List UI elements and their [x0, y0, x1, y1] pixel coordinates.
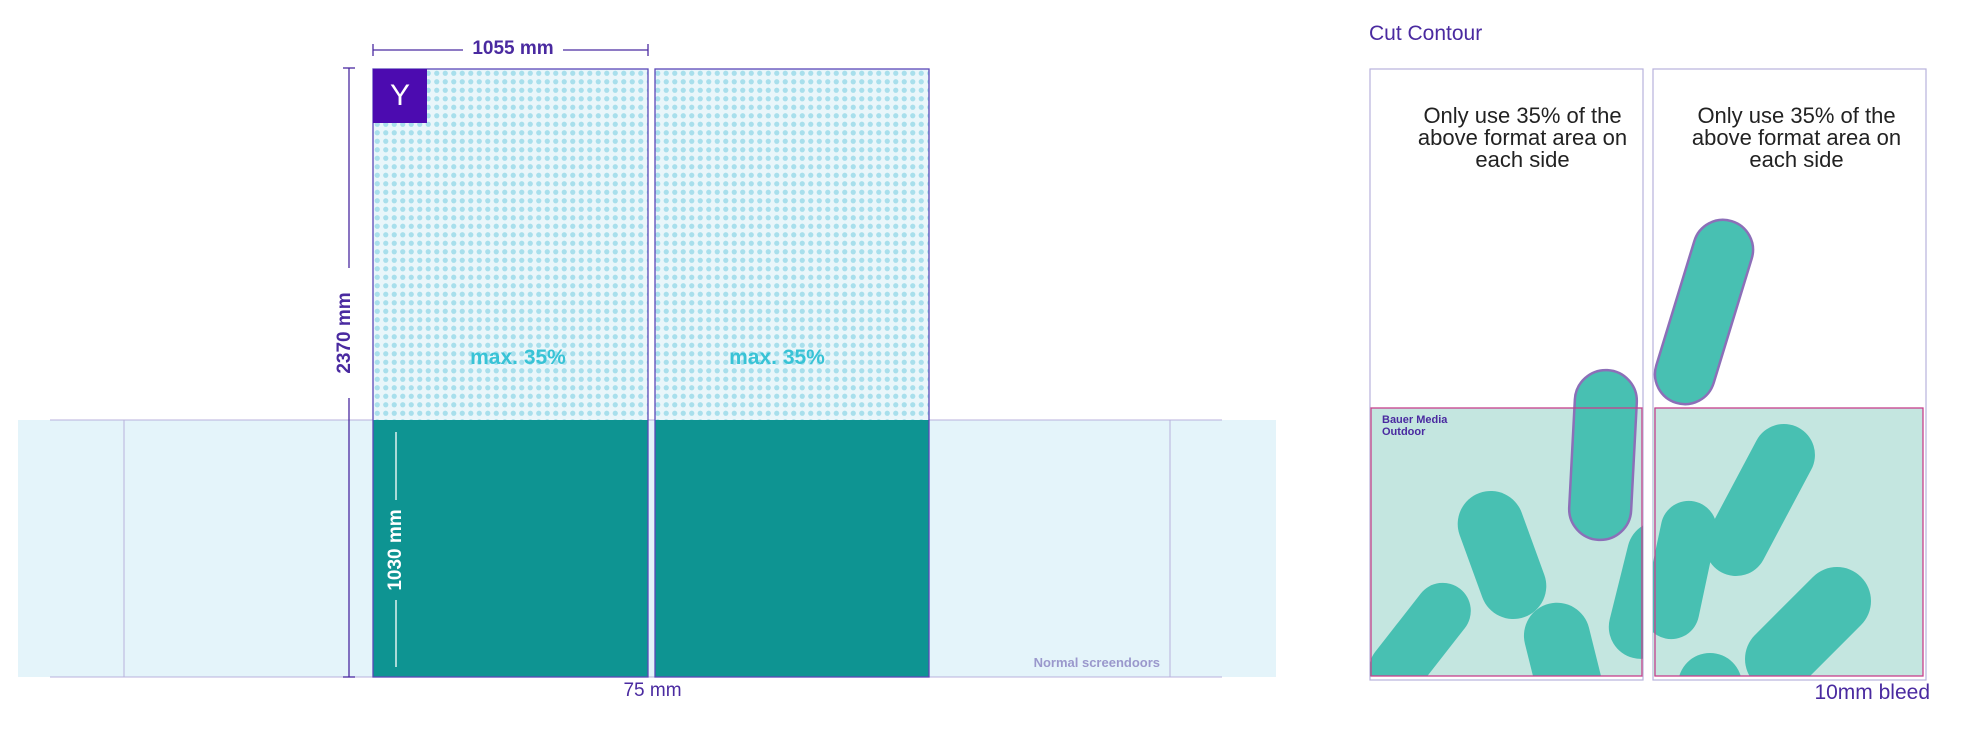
pill-shape	[1567, 368, 1639, 542]
panel-outline-left	[372, 68, 649, 678]
bleed-label: 10mm bleed	[1814, 681, 1930, 704]
width-dimension-label: 1055 mm	[463, 38, 563, 60]
screen-height-label: 1030 mm	[385, 509, 406, 591]
gap-dimension-label: 75 mm	[623, 680, 682, 701]
bleed-outline-left	[1370, 407, 1643, 677]
screen-left	[373, 420, 648, 677]
pill-shape	[1608, 521, 1643, 659]
max-percent-label-left: max. 35%	[470, 346, 566, 369]
pill-shape	[1705, 423, 1815, 577]
height-dimension-label: 2370 mm	[332, 268, 358, 398]
pill-shape	[1653, 500, 1717, 640]
format-area-note-left: Only use 35% of the above format area on…	[1417, 103, 1628, 172]
contour-frame-right	[1652, 68, 1927, 681]
badge-letter: Y	[389, 79, 410, 112]
bleed-outline-right	[1654, 407, 1924, 677]
bauer-media-logo: Bauer Media Outdoor	[1382, 414, 1448, 438]
contour-frame-left	[1369, 68, 1644, 681]
screen-right	[655, 420, 929, 677]
pill-shape	[1370, 582, 1471, 676]
panel-outline-right	[654, 68, 930, 678]
max-percent-label-right: max. 35%	[729, 346, 825, 369]
pill-shape	[1457, 490, 1547, 620]
pill-shape	[1745, 567, 1871, 676]
cut-contour-title: Cut Contour	[1369, 22, 1483, 45]
format-area-note-right: Only use 35% of the above format area on…	[1691, 103, 1902, 172]
badge-box	[373, 69, 427, 123]
pill-shape	[1653, 218, 1755, 406]
pill-shape	[1523, 602, 1603, 676]
pill-shape	[1679, 653, 1741, 676]
screendoors-label: Normal screendoors	[1033, 655, 1160, 670]
